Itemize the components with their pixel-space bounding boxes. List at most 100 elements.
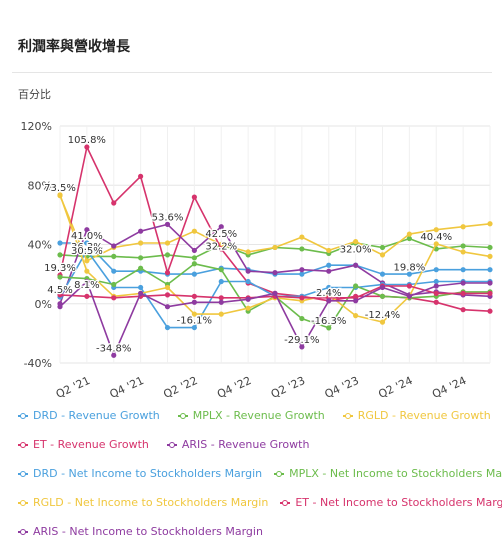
data-point — [164, 252, 171, 258]
data-point — [406, 283, 412, 289]
data-point — [433, 278, 439, 285]
data-point — [57, 274, 63, 280]
data-point — [111, 268, 117, 274]
data-point — [138, 228, 144, 234]
data-point — [460, 280, 466, 286]
data-point — [326, 262, 332, 268]
x-tick-label: Q4 '21 — [108, 374, 146, 401]
line-marker-icon — [342, 411, 353, 421]
data-point — [460, 224, 466, 230]
data-point — [353, 283, 359, 289]
data-point — [299, 234, 305, 240]
legend-item[interactable]: RGLD - Revenue Growth — [342, 409, 491, 422]
data-point — [379, 271, 386, 277]
line-marker-icon — [166, 440, 177, 450]
chart-title: 利潤率與營收增長 — [18, 39, 130, 55]
line-marker-icon — [18, 411, 28, 421]
legend-item[interactable]: MPLX - Revenue Growth — [177, 409, 325, 422]
data-point — [164, 270, 171, 276]
legend-item[interactable]: ET - Net Income to Stockholders Margin — [280, 496, 502, 509]
data-point — [460, 290, 466, 296]
data-point — [379, 244, 386, 251]
data-point — [379, 293, 386, 299]
y-tick-label: 120% — [21, 120, 52, 133]
line-marker-icon — [18, 498, 28, 508]
x-tick-label: Q4 '24 — [430, 374, 468, 401]
data-label: -16.3% — [311, 316, 346, 327]
data-label: 8.1% — [74, 280, 99, 291]
data-point — [326, 298, 332, 304]
y-tick-label: 80% — [28, 179, 52, 192]
legend-label: MPLX - Revenue Growth — [192, 409, 325, 422]
legend-item[interactable]: ET - Revenue Growth — [18, 438, 149, 451]
legend-label: DRD - Net Income to Stockholders Margin — [33, 467, 263, 480]
data-point — [218, 224, 224, 230]
line-marker-icon — [177, 411, 188, 421]
data-point — [245, 296, 251, 302]
data-point — [379, 252, 386, 258]
data-point — [406, 235, 412, 242]
legend-item[interactable]: DRD - Revenue Growth — [18, 409, 160, 422]
legend-item[interactable]: DRD - Net Income to Stockholders Margin — [18, 467, 262, 480]
legend-item[interactable]: ARIS - Revenue Growth — [166, 438, 310, 451]
data-label: 53.6% — [152, 212, 184, 223]
data-point — [191, 247, 197, 254]
x-tick-label: Q4 '23 — [323, 374, 361, 401]
data-point — [111, 243, 117, 249]
data-point — [218, 246, 224, 252]
data-point — [218, 278, 224, 285]
data-point — [191, 311, 197, 317]
data-label: 32.2% — [205, 241, 237, 252]
data-label: 19.3% — [44, 263, 76, 274]
data-point — [138, 255, 144, 261]
data-label: 40.4% — [420, 232, 452, 243]
data-point — [138, 265, 144, 271]
line-marker-icon — [18, 469, 28, 479]
data-point — [299, 344, 305, 350]
data-point — [57, 252, 63, 258]
x-tick-label: Q2 '23 — [269, 374, 307, 401]
data-point — [299, 271, 305, 277]
legend-label: RGLD - Revenue Growth — [357, 409, 491, 422]
data-label: 36.3% — [71, 242, 103, 253]
legend-label: ARIS - Revenue Growth — [181, 438, 310, 451]
data-point — [299, 246, 305, 252]
data-point — [433, 290, 439, 296]
data-point — [84, 247, 90, 254]
data-point — [326, 268, 332, 274]
legend-label: MPLX - Net Income to Stockholders Margin — [289, 467, 502, 480]
data-point — [191, 255, 197, 261]
legend-item[interactable]: RGLD - Net Income to Stockholders Margin — [18, 496, 268, 509]
data-point — [406, 231, 412, 237]
data-point — [460, 307, 466, 313]
data-point — [191, 299, 197, 305]
data-point — [460, 243, 466, 249]
data-point — [84, 227, 90, 233]
data-point — [433, 241, 439, 247]
legend-item[interactable]: MPLX - Net Income to Stockholders Margin — [274, 467, 502, 480]
data-point — [406, 293, 412, 299]
x-tick-label: Q2 '21 — [54, 374, 92, 401]
data-point — [84, 258, 90, 264]
data-label: -16.1% — [177, 316, 212, 327]
data-point — [191, 324, 197, 331]
data-point — [245, 249, 251, 255]
data-point — [326, 247, 332, 254]
line-marker-icon — [18, 527, 28, 537]
data-point — [406, 271, 412, 277]
data-point — [218, 267, 224, 273]
data-point — [164, 324, 171, 331]
data-point — [191, 194, 197, 200]
data-point — [191, 271, 197, 277]
legend-label: RGLD - Net Income to Stockholders Margin — [33, 496, 269, 509]
data-point — [299, 267, 305, 273]
line-marker-icon — [280, 498, 291, 508]
legend-item[interactable]: ARIS - Net Income to Stockholders Margin — [18, 525, 263, 538]
data-point — [299, 295, 305, 301]
data-point — [111, 281, 117, 288]
data-label: 19.8% — [393, 262, 425, 273]
data-point — [272, 270, 278, 276]
data-point — [245, 278, 251, 285]
data-point — [84, 278, 90, 285]
